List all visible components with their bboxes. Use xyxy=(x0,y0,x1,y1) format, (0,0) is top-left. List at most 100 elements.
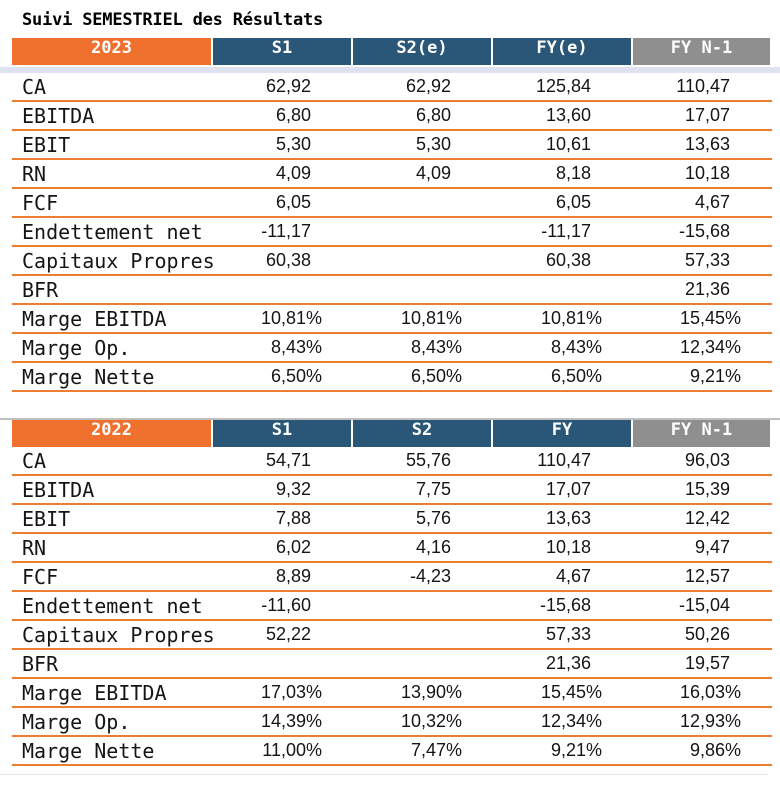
row-label: Marge Op. xyxy=(22,709,131,734)
row-label: Capitaux Propres xyxy=(22,248,215,273)
cell-s2: 13,90% xyxy=(400,682,462,702)
table-row: BFR 21,36 19,57 xyxy=(12,650,772,679)
cell-s2: 10,32% xyxy=(400,711,462,731)
table-row: CA 54,71 55,76 110,47 96,03 xyxy=(12,447,772,476)
table-row: Marge Nette 11,00% 7,47% 9,21% 9,86% xyxy=(12,737,772,766)
row-label: EBIT xyxy=(22,132,71,157)
cell-fy-e-: 10,61 xyxy=(545,134,591,154)
row-label: FCF xyxy=(22,190,59,215)
row-label: Endettement net xyxy=(22,593,203,618)
cell-s1: 8,89 xyxy=(275,566,311,586)
cell-s2-e-: 62,92 xyxy=(405,76,451,96)
cell-s1: 5,30 xyxy=(275,134,311,154)
cell-fy-n-1: 13,63 xyxy=(684,134,730,154)
cell-fy-n-1: 57,33 xyxy=(684,250,730,270)
row-label: BFR xyxy=(22,277,59,302)
cell-s1: 7,88 xyxy=(275,508,311,528)
cell-s2: 55,76 xyxy=(405,450,451,470)
cell-fy-n-1: 96,03 xyxy=(684,450,730,470)
cell-fy-n-1: -15,68 xyxy=(678,221,730,241)
row-label: EBIT xyxy=(22,506,71,531)
cell-fy-n-1: 9,86% xyxy=(689,740,741,760)
cell-fy-n-1: 16,03% xyxy=(679,682,741,702)
table-row: Endettement net -11,17 -11,17 -15,68 xyxy=(12,218,772,247)
cell-fy-e-: 60,38 xyxy=(545,250,591,270)
cell-s1: 14,39% xyxy=(260,711,322,731)
cell-s1: 9,32 xyxy=(275,479,311,499)
row-label: Endettement net xyxy=(22,219,203,244)
cell-fy-n-1: 12,93% xyxy=(679,711,741,731)
cell-s1: 54,71 xyxy=(265,450,311,470)
cell-s1: 11,00% xyxy=(262,740,322,760)
table-row: Marge EBITDA 10,81% 10,81% 10,81% 15,45% xyxy=(12,305,772,334)
cell-fy-n-1: 9,21% xyxy=(689,366,741,386)
row-label: EBITDA xyxy=(22,103,95,128)
row-label: EBITDA xyxy=(22,477,95,502)
cell-s1: 62,92 xyxy=(265,76,311,96)
table-row: EBITDA 6,80 6,80 13,60 17,07 xyxy=(12,102,772,131)
cell-s2-e-: 4,09 xyxy=(415,163,451,183)
header-underline-band xyxy=(0,67,780,73)
cell-s1: 6,80 xyxy=(275,105,311,125)
cell-fy: 4,67 xyxy=(555,566,591,586)
cell-fy-n-1: 17,07 xyxy=(684,105,730,125)
cell-s2-e-: 6,50% xyxy=(410,366,462,386)
cell-s1: 60,38 xyxy=(265,250,311,270)
cell-fy-e-: 6,05 xyxy=(555,192,591,212)
cell-fy-n-1: 21,36 xyxy=(684,279,730,299)
cell-s1: 10,81% xyxy=(260,308,322,328)
header-col-fy-n-1: FY N-1 xyxy=(633,38,770,65)
row-label: Marge EBITDA xyxy=(22,680,167,705)
cell-s1: 52,22 xyxy=(265,624,311,644)
cell-s1: 6,05 xyxy=(275,192,311,212)
table-header-row: 2023 S1 S2(e) FY(e) FY N-1 xyxy=(12,38,772,65)
header-year-2023: 2023 xyxy=(12,38,211,65)
cell-s2: -4,23 xyxy=(409,566,451,586)
table-row: Capitaux Propres 52,22 57,33 50,26 xyxy=(12,621,772,650)
row-label: Marge Op. xyxy=(22,335,131,360)
table-row: FCF 8,89 -4,23 4,67 12,57 xyxy=(12,563,772,592)
table-row: Marge Op. 8,43% 8,43% 8,43% 12,34% xyxy=(12,334,772,363)
cell-s2-e-: 10,81% xyxy=(400,308,462,328)
bottom-divider xyxy=(0,774,768,775)
report-page: Suivi SEMESTRIEL des Résultats 2023 S1 S2(… xyxy=(0,9,780,775)
cell-s2: 7,75 xyxy=(415,479,451,499)
table-row: Marge EBITDA 17,03% 13,90% 15,45% 16,03% xyxy=(12,679,772,708)
cell-s2-e-: 8,43% xyxy=(410,337,462,357)
cell-s1: 6,50% xyxy=(270,366,322,386)
cell-fy: -15,68 xyxy=(539,595,591,615)
cell-fy-n-1: 19,57 xyxy=(684,653,730,673)
cell-s2-e-: 6,80 xyxy=(415,105,451,125)
results-table-2023: 2023 S1 S2(e) FY(e) FY N-1 CA 62,92 62,92 125,84… xyxy=(0,38,780,392)
cell-s1: -11,17 xyxy=(261,221,311,241)
row-label: Marge Nette xyxy=(22,738,155,763)
cell-fy-n-1: 110,47 xyxy=(676,76,730,96)
header-col-fy-e-: FY(e) xyxy=(493,38,631,65)
cell-fy-e-: 125,84 xyxy=(535,76,591,96)
cell-fy-n-1: 12,34% xyxy=(679,337,741,357)
cell-fy: 12,34% xyxy=(540,711,602,731)
row-label: RN xyxy=(22,535,47,560)
cell-s2: 7,47% xyxy=(410,740,462,760)
cell-s1: 17,03% xyxy=(260,682,322,702)
table-row: FCF 6,05 6,05 4,67 xyxy=(12,189,772,218)
cell-fy-e-: -11,17 xyxy=(541,221,591,241)
cell-s1: 6,02 xyxy=(275,537,311,557)
cell-s2: 4,16 xyxy=(415,537,451,557)
cell-fy-n-1: 9,47 xyxy=(694,537,730,557)
cell-fy: 110,47 xyxy=(537,450,591,470)
cell-fy-e-: 13,60 xyxy=(545,105,591,125)
cell-fy-n-1: -15,04 xyxy=(678,595,730,615)
cell-fy: 17,07 xyxy=(545,479,591,499)
cell-fy: 21,36 xyxy=(545,653,591,673)
header-col-s2: S2 xyxy=(353,420,491,447)
header-year-2022: 2022 xyxy=(12,420,211,447)
table-row: CA 62,92 62,92 125,84 110,47 xyxy=(12,73,772,102)
cell-fy-n-1: 10,18 xyxy=(684,163,730,183)
row-label: BFR xyxy=(22,651,59,676)
cell-fy-n-1: 15,39 xyxy=(684,479,730,499)
cell-s1: 8,43% xyxy=(270,337,322,357)
table-row: EBIT 5,30 5,30 10,61 13,63 xyxy=(12,131,772,160)
table-row: BFR 21,36 xyxy=(12,276,772,305)
cell-fy: 57,33 xyxy=(545,624,591,644)
